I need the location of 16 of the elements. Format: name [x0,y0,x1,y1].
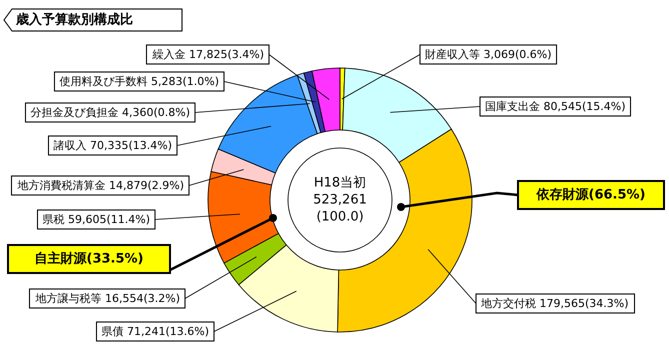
slice-label: 県税 59,605(11.4%) [42,213,150,226]
slice-label: 地方譲与税等 16,554(3.2%) [34,292,180,305]
slice-label: 財産収入等 3,069(0.6%) [425,48,552,61]
slice-label: 地方交付税 179,565(34.3%) [480,297,629,310]
text: (100.0) [316,210,364,224]
slice-label: 地方消費税清算金 14,879(2.9%) [16,179,184,192]
title: 歳入予算款別構成比 [3,8,182,32]
slice-label: 県債 71,241(13.6%) [101,325,209,338]
slice-label: 分担金及び負担金 4,360(0.8%) [30,106,190,119]
slice-label: 諸収入 70,335(13.4%) [53,139,172,152]
slice-label: 使用料及び手数料 5,283(1.0%) [59,75,219,88]
slice-label: 繰入金 17,825(3.4%) [151,48,264,61]
text: H18当初 [314,176,366,190]
chart-title: 歳入予算款別構成比 [15,12,133,28]
text: 523,261 [313,192,367,208]
slice-label: 国庫支出金 80,545(15.4%) [485,100,626,113]
